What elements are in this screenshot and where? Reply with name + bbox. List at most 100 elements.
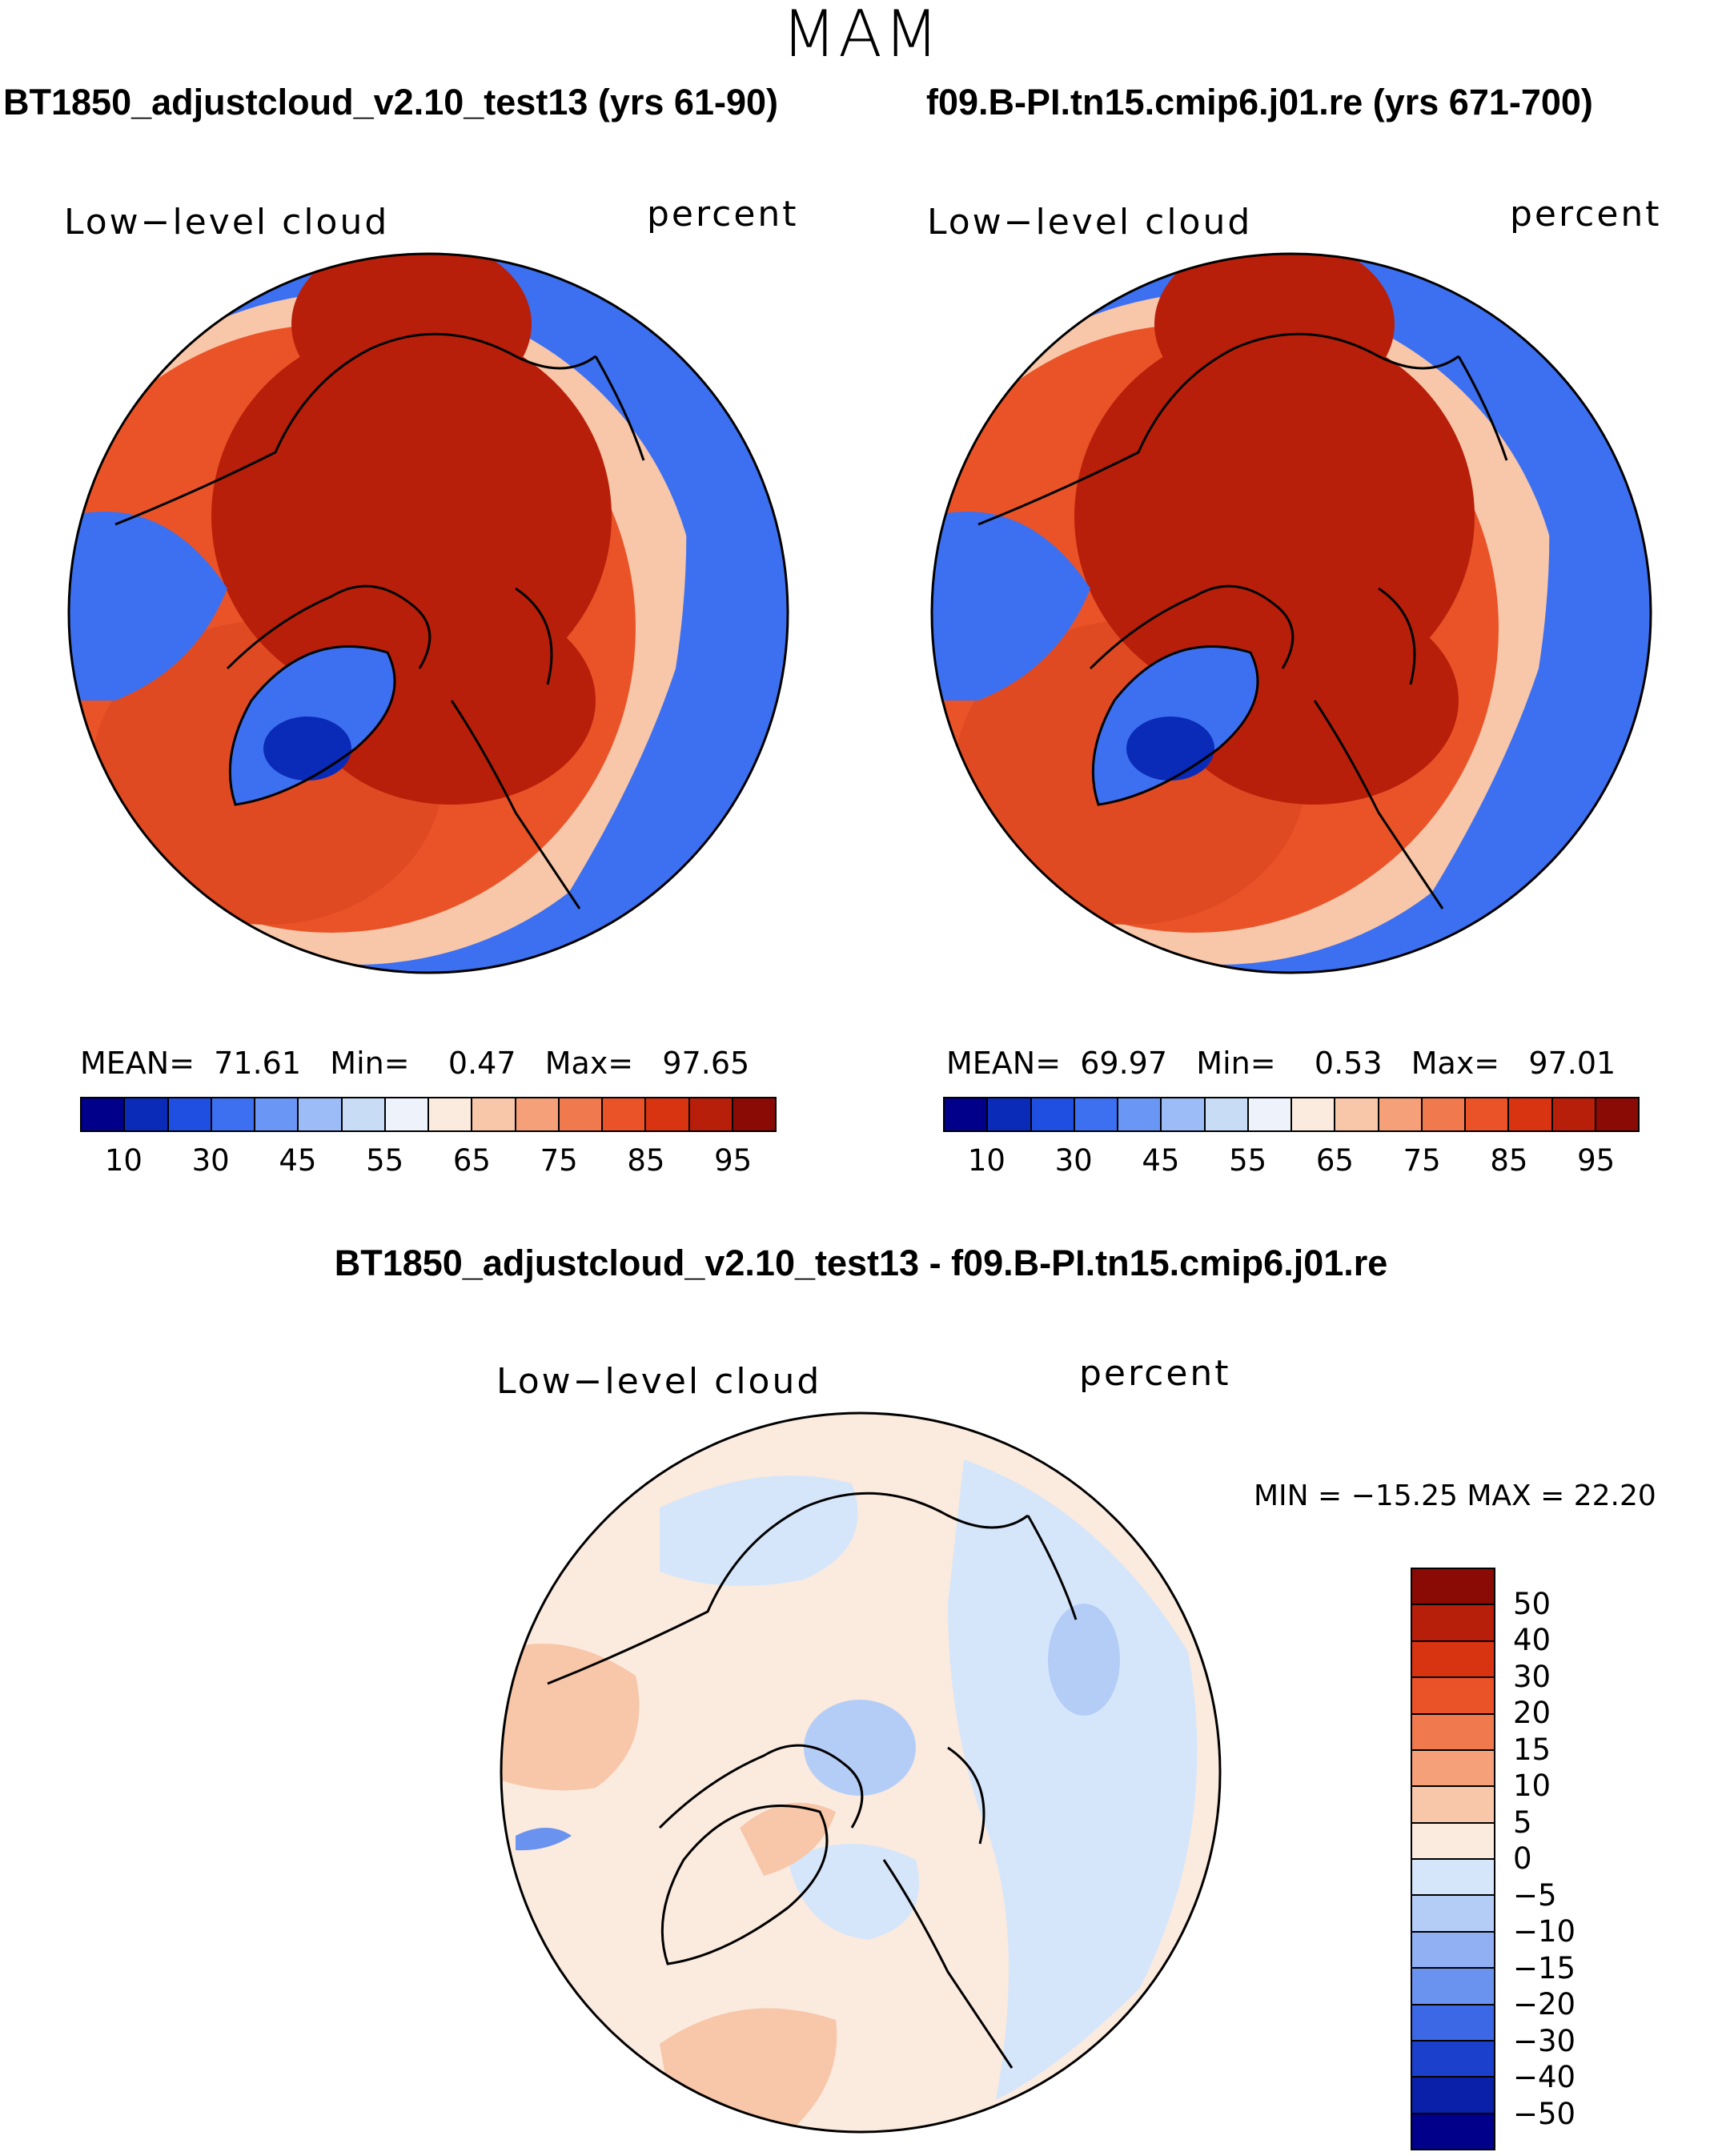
colorbar-tick-label: 95 <box>714 1143 753 1178</box>
panel2-polar-map <box>930 252 1652 974</box>
min-label: Min= <box>1196 1046 1276 1081</box>
colorbar-segment <box>1552 1098 1596 1130</box>
panel2-units-label: percent <box>1510 194 1662 235</box>
colorbar-segment <box>299 1098 343 1130</box>
map-pacific-negative-region <box>660 1475 858 1586</box>
mean-value: 71.61 <box>214 1046 302 1081</box>
colorbar-segment <box>1412 1932 1494 1969</box>
colorbar-segment <box>211 1098 255 1130</box>
colorbar-tick-label: −20 <box>1513 1987 1576 2022</box>
colorbar-segment <box>1248 1098 1292 1130</box>
colorbar-tick-label: 0 <box>1513 1841 1532 1876</box>
map-boundary-circle <box>930 252 1652 974</box>
panel1-colorbar-ticks: 10 30 45 55 65 75 85 95 <box>80 1143 777 1178</box>
colorbar-segment <box>1466 1098 1510 1130</box>
colorbar-segment <box>1162 1098 1206 1130</box>
panel2-variable-label: Low−level cloud <box>927 202 1253 243</box>
colorbar-segment <box>1412 1714 1494 1751</box>
max-label: Max= <box>1411 1046 1500 1081</box>
colorbar-segment <box>1596 1098 1638 1130</box>
colorbar-segment <box>255 1098 299 1130</box>
colorbar-segment <box>1031 1098 1075 1130</box>
colorbar-segment <box>603 1098 647 1130</box>
panel1-stats: MEAN= 71.61 Min= 0.47 Max= 97.65 <box>80 1046 749 1081</box>
max-label: Max= <box>544 1046 634 1081</box>
colorbar-tick-label: −15 <box>1513 1950 1576 1985</box>
colorbar-tick-label: 75 <box>1403 1143 1441 1178</box>
colorbar-segment <box>945 1098 989 1130</box>
map-coastlines <box>547 1492 1078 2069</box>
max-value: 97.65 <box>662 1046 750 1081</box>
colorbar-segment <box>1412 1896 1494 1933</box>
map-siberia-negative-region <box>1048 1604 1120 1716</box>
colorbar-tick-label: 45 <box>1142 1143 1180 1178</box>
colorbar-segment <box>1292 1098 1336 1130</box>
max-value: 97.01 <box>1528 1046 1616 1081</box>
panel1-title: BT1850_adjustcloud_v2.10_test13 (yrs 61-… <box>3 82 779 122</box>
colorbar-tick-label: 5 <box>1513 1805 1532 1840</box>
panel2-colorbar <box>943 1097 1640 1132</box>
map-eurasia-sector <box>516 254 788 973</box>
colorbar-segment <box>1412 2005 1494 2042</box>
colorbar-tick-label: 65 <box>1315 1143 1354 1178</box>
colorbar-segment <box>82 1098 126 1130</box>
diff-colorbar-ticks: 50 40 30 20 15 10 5 0 −5 −10 −15 −20 −30 −40 −50 <box>1513 1568 1609 2150</box>
panel1-colorbar <box>80 1097 777 1132</box>
colorbar-tick-label: 15 <box>1513 1732 1551 1767</box>
colorbar-tick-label: 30 <box>1513 1659 1551 1694</box>
colorbar-tick-label: −50 <box>1513 2096 1576 2131</box>
colorbar-segment <box>689 1098 733 1130</box>
map-coastlines <box>114 332 645 909</box>
colorbar-tick-label: −10 <box>1513 1914 1576 1949</box>
difference-title: BT1850_adjustcloud_v2.10_test13 - f09.B-… <box>334 1243 1388 1283</box>
colorbar-segment <box>1412 1969 1494 2005</box>
colorbar-segment <box>385 1098 429 1130</box>
map-greenland-minimum <box>263 717 351 781</box>
map-eurasia-negative-region <box>948 1459 1198 2100</box>
map-pacific-sector <box>932 512 1090 701</box>
panel2-colorbar-ticks: 10 30 45 55 65 75 85 95 <box>943 1143 1640 1178</box>
colorbar-segment <box>1074 1098 1118 1130</box>
map-beaufort-region <box>291 254 532 412</box>
colorbar-tick-label: 10 <box>1513 1769 1551 1803</box>
panel1-variable-label: Low−level cloud <box>64 202 390 243</box>
panel2-stats: MEAN= 69.97 Min= 0.53 Max= 97.01 <box>946 1046 1616 1081</box>
colorbar-segment <box>733 1098 775 1130</box>
colorbar-tick-label: 55 <box>366 1143 404 1178</box>
map-baffin-positive-region <box>740 1802 836 1876</box>
panel2-title: f09.B-PI.tn15.cmip6.j01.re (yrs 671-700) <box>926 82 1593 122</box>
colorbar-tick-label: 40 <box>1513 1623 1551 1657</box>
colorbar-segment <box>1412 1787 1494 1824</box>
colorbar-tick-label: 75 <box>540 1143 578 1178</box>
colorbar-segment <box>125 1098 169 1130</box>
diff-variable-label: Low−level cloud <box>496 1361 822 1402</box>
diff-colorbar <box>1411 1568 1495 2150</box>
colorbar-tick-label: 30 <box>1054 1143 1093 1178</box>
colorbar-tick-label: 10 <box>104 1143 142 1178</box>
colorbar-tick-label: 30 <box>191 1143 230 1178</box>
colorbar-segment <box>1412 2078 1494 2114</box>
colorbar-segment <box>1335 1098 1379 1130</box>
colorbar-tick-label: 45 <box>279 1143 317 1178</box>
colorbar-tick-label: 85 <box>1490 1143 1528 1178</box>
colorbar-segment <box>1509 1098 1553 1130</box>
colorbar-segment <box>1412 2041 1494 2078</box>
map-boundary-circle <box>67 252 789 974</box>
season-title: MAM <box>781 0 941 71</box>
colorbar-segment <box>1412 1641 1494 1679</box>
map-pole-negative-region <box>804 1700 916 1796</box>
colorbar-segment <box>1412 2114 1494 2149</box>
diff-units-label: percent <box>1079 1353 1231 1394</box>
colorbar-segment <box>1205 1098 1249 1130</box>
colorbar-segment <box>559 1098 603 1130</box>
colorbar-segment <box>472 1098 516 1130</box>
colorbar-segment <box>1412 1750 1494 1788</box>
colorbar-segment <box>1412 1860 1494 1897</box>
colorbar-segment <box>429 1098 473 1130</box>
min-label: Min= <box>330 1046 410 1081</box>
map-beaufort-region <box>1154 254 1395 412</box>
panel1-polar-map <box>67 252 789 974</box>
panel1-units-label: percent <box>647 194 799 235</box>
colorbar-tick-label: 50 <box>1513 1586 1551 1621</box>
colorbar-tick-label: 85 <box>627 1143 665 1178</box>
